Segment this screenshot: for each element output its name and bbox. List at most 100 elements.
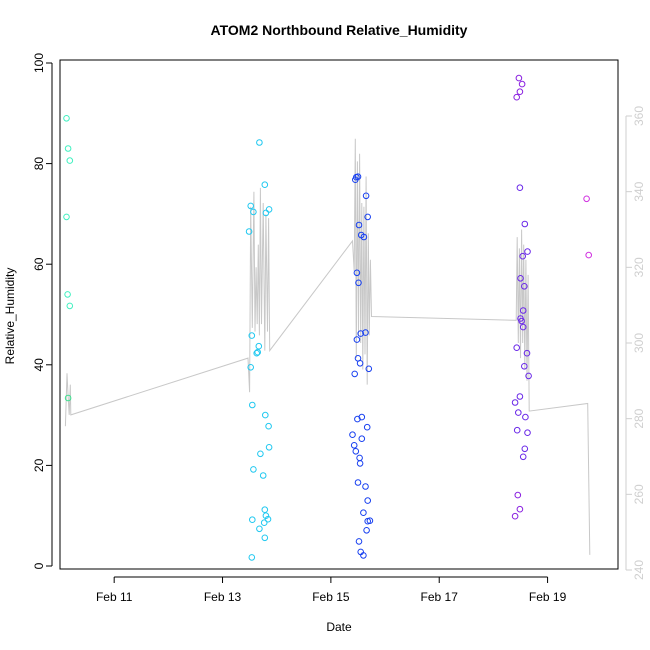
data-point (253, 349, 261, 357)
y-tick-label: 40 (32, 358, 46, 372)
data-point (355, 538, 363, 545)
data-point (247, 364, 254, 371)
data-point (517, 275, 524, 282)
data-point (515, 74, 523, 82)
data-point (585, 251, 593, 259)
data-point (355, 221, 363, 229)
data-point (355, 279, 362, 287)
data-point (257, 450, 264, 458)
data-point (366, 517, 374, 525)
data-point (264, 515, 272, 523)
data-point (364, 213, 372, 221)
data-point (259, 472, 267, 479)
data-point (358, 435, 366, 443)
y-tick-label: 0 (32, 562, 46, 569)
y-tick-label: 20 (32, 458, 46, 472)
data-point (265, 444, 273, 451)
right-axis-series-line (64, 138, 591, 555)
x-tick-label: Feb 17 (421, 590, 459, 604)
data-point (249, 516, 256, 524)
data-point (519, 453, 527, 461)
data-point (354, 173, 362, 180)
data-point (262, 512, 270, 520)
y-axis-left: 0 20 40 60 80 100 (32, 53, 53, 569)
data-point (513, 426, 521, 434)
right-tick-label: 240 (632, 560, 646, 580)
data-point (63, 213, 70, 221)
data-point (248, 332, 256, 339)
y-tick-label: 60 (32, 257, 46, 271)
data-point (521, 363, 528, 370)
right-tick-label: 320 (632, 257, 646, 277)
data-point (513, 344, 521, 352)
data-point (64, 394, 72, 402)
data-point (519, 323, 527, 331)
data-point (356, 454, 363, 462)
data-point (255, 342, 263, 350)
data-point (353, 336, 361, 343)
right-tick-label: 300 (632, 333, 646, 353)
humidity-points-layer (63, 74, 593, 561)
data-point (248, 554, 256, 561)
data-point (363, 423, 371, 431)
data-point (354, 415, 361, 423)
y-axis-right: 240 260 280 300 320 340 360 (625, 106, 646, 580)
right-tick-label: 260 (632, 484, 646, 504)
data-point (250, 208, 257, 216)
data-point (518, 317, 525, 325)
data-point (362, 192, 370, 200)
data-point (513, 93, 521, 101)
right-tick-label: 360 (632, 106, 646, 126)
plot-frame (59, 59, 619, 570)
data-point (521, 283, 528, 290)
data-point (524, 248, 531, 255)
x-tick-label: Feb 11 (96, 590, 133, 604)
data-point (350, 442, 358, 449)
right-tick-label: 280 (632, 408, 646, 428)
data-point (66, 302, 74, 310)
data-point (516, 88, 524, 95)
data-point (515, 409, 522, 416)
data-point (360, 233, 368, 241)
data-point (516, 393, 524, 400)
data-point (356, 360, 364, 367)
data-point (521, 220, 529, 228)
data-point (247, 202, 254, 210)
data-point (352, 448, 360, 455)
data-point (523, 349, 531, 357)
data-point (516, 505, 524, 513)
right-tick-label: 340 (632, 181, 646, 201)
data-point (262, 411, 269, 419)
data-point (254, 348, 262, 356)
data-point (353, 269, 361, 277)
data-point (511, 399, 519, 406)
data-point (64, 291, 71, 298)
data-point (261, 181, 269, 188)
data-point (63, 115, 70, 122)
x-tick-label: Feb 13 (204, 590, 242, 604)
data-point (357, 330, 365, 337)
data-point (514, 491, 522, 499)
data-point (261, 534, 269, 542)
data-point (521, 445, 529, 453)
humidity-line-layer (64, 138, 591, 555)
data-point (583, 195, 590, 203)
data-point (519, 307, 527, 314)
data-point (518, 80, 526, 88)
data-point (522, 413, 529, 421)
data-point (261, 506, 269, 514)
data-point (66, 157, 74, 164)
data-point (349, 431, 356, 439)
data-point (524, 429, 531, 437)
data-point (511, 512, 519, 520)
data-point (365, 365, 373, 373)
data-point (250, 466, 257, 473)
data-point (249, 401, 256, 409)
x-tick-label: Feb 19 (529, 590, 567, 604)
y-tick-label: 100 (32, 53, 46, 73)
data-point (525, 372, 532, 380)
data-point (351, 370, 359, 378)
data-point (356, 460, 364, 467)
data-point (519, 252, 527, 260)
